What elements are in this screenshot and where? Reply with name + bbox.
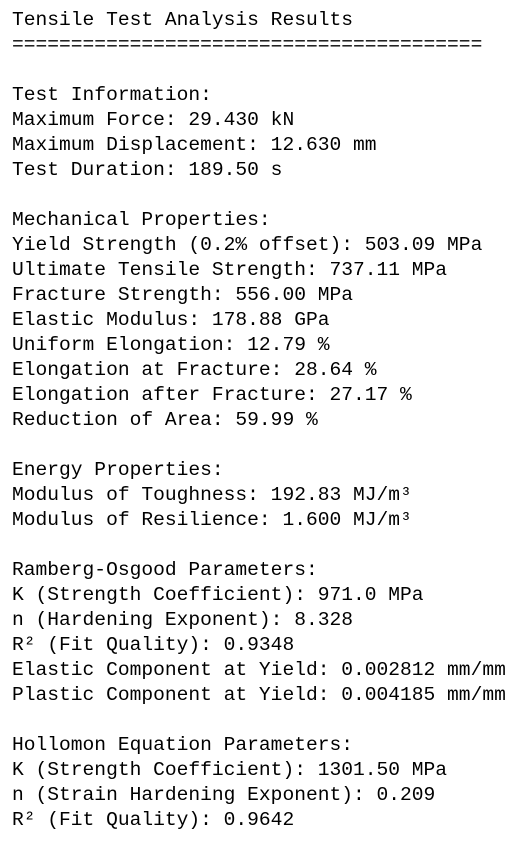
property-line: R² (Fit Quality): 0.9348 — [12, 634, 295, 656]
property-line: n (Hardening Exponent): 8.328 — [12, 609, 353, 631]
property-line: Modulus of Toughness: 192.83 MJ/m³ — [12, 484, 412, 506]
property-line: Test Duration: 189.50 s — [12, 159, 283, 181]
property-line: Maximum Force: 29.430 kN — [12, 109, 295, 131]
property-line: Fracture Strength: 556.00 MPa — [12, 284, 353, 306]
separator: ======================================== — [12, 34, 483, 56]
property-line: R² (Fit Quality): 0.9642 — [12, 809, 295, 831]
property-line: K (Strength Coefficient): 971.0 MPa — [12, 584, 424, 606]
property-line: Yield Strength (0.2% offset): 503.09 MPa — [12, 234, 483, 256]
property-line: Elastic Modulus: 178.88 GPa — [12, 309, 330, 331]
property-line: K (Strength Coefficient): 1301.50 MPa — [12, 759, 448, 781]
property-line: Elongation at Fracture: 28.64 % — [12, 359, 377, 381]
section-heading: Mechanical Properties: — [12, 209, 271, 231]
spacer — [12, 183, 529, 208]
property-line: Reduction of Area: 59.99 % — [12, 409, 318, 431]
spacer — [12, 533, 529, 558]
property-line: Elastic Component at Yield: 0.002812 mm/… — [12, 659, 506, 681]
property-line: Ultimate Tensile Strength: 737.11 MPa — [12, 259, 448, 281]
property-line: n (Strain Hardening Exponent): 0.209 — [12, 784, 436, 806]
property-line: Plastic Component at Yield: 0.004185 mm/… — [12, 684, 506, 706]
property-line: Modulus of Resilience: 1.600 MJ/m³ — [12, 509, 412, 531]
property-line: Maximum Displacement: 12.630 mm — [12, 134, 377, 156]
section-heading: Energy Properties: — [12, 459, 224, 481]
spacer — [12, 433, 529, 458]
property-line: Uniform Elongation: 12.79 % — [12, 334, 330, 356]
spacer — [12, 58, 529, 83]
section-heading: Ramberg-Osgood Parameters: — [12, 559, 318, 581]
spacer — [12, 708, 529, 733]
title: Tensile Test Analysis Results — [12, 9, 353, 31]
property-line: Elongation after Fracture: 27.17 % — [12, 384, 412, 406]
section-heading: Test Information: — [12, 84, 212, 106]
section-heading: Hollomon Equation Parameters: — [12, 734, 353, 756]
